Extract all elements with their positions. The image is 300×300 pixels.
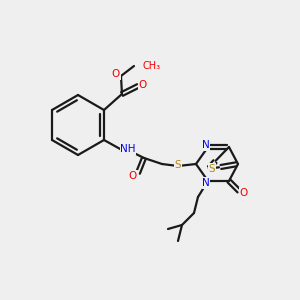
Text: NH: NH: [120, 144, 136, 154]
Text: O: O: [129, 171, 137, 181]
Text: S: S: [208, 164, 215, 174]
Text: N: N: [202, 140, 210, 150]
Text: CH₃: CH₃: [143, 61, 161, 71]
Text: O: O: [139, 80, 147, 90]
Text: N: N: [202, 178, 210, 188]
Text: O: O: [112, 69, 120, 79]
Text: O: O: [240, 188, 248, 198]
Text: S: S: [175, 160, 181, 170]
